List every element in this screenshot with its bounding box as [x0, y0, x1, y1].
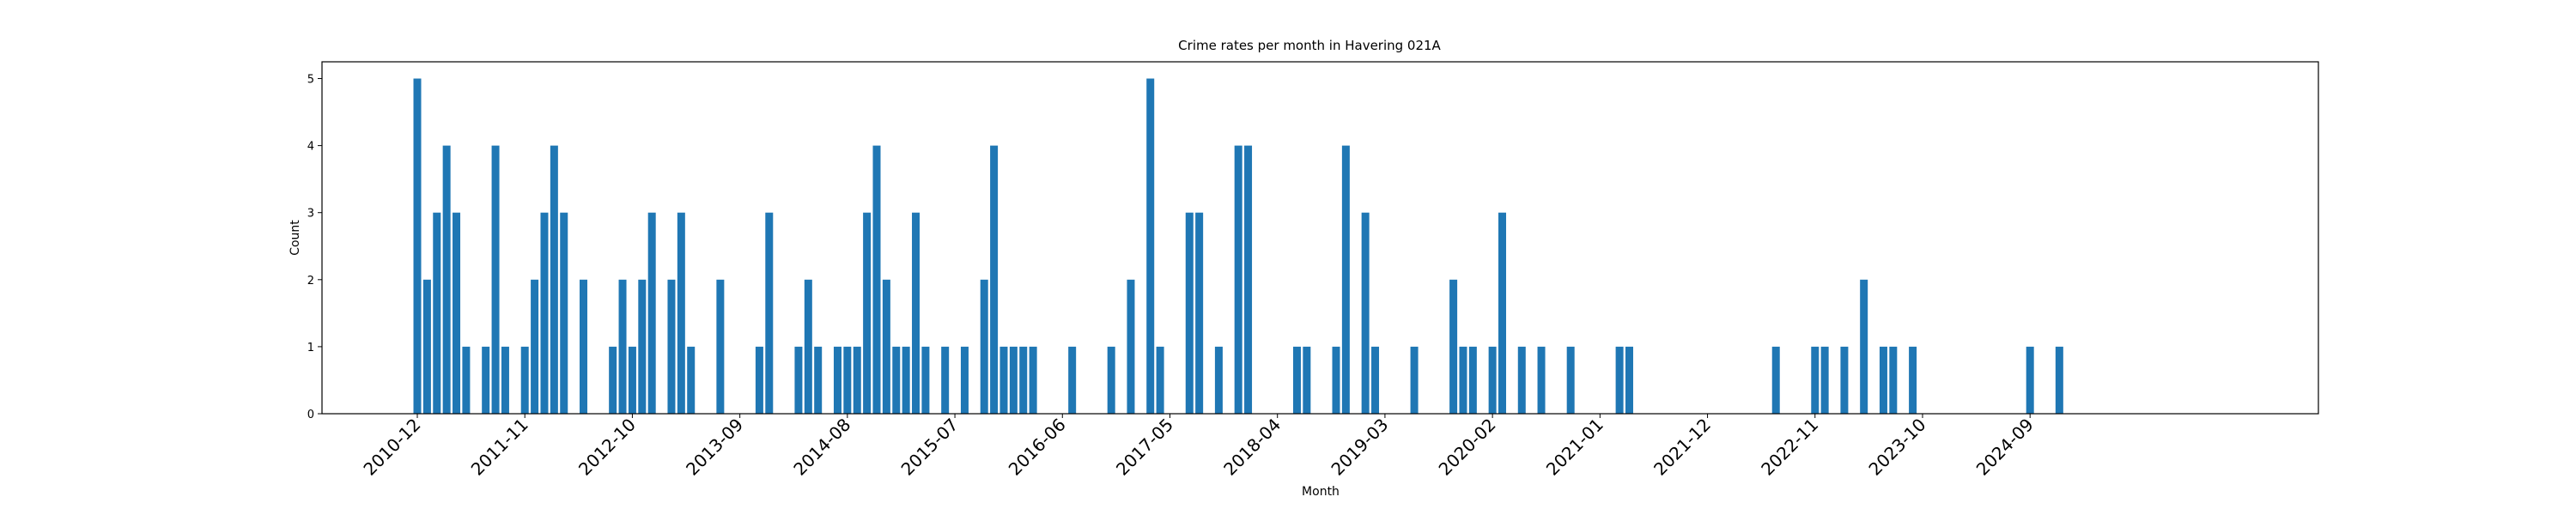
y-axis: 0 1 2 3 4 5 — [307, 74, 322, 421]
bar-2013-12 — [765, 212, 774, 414]
bar-2018-01 — [1244, 145, 1253, 414]
bar-2013-04 — [687, 346, 696, 414]
bar-2023-06 — [1879, 346, 1887, 414]
bar-2023-09 — [1909, 346, 1917, 414]
bar-2011-07 — [482, 346, 490, 414]
bar-2012-10 — [628, 346, 636, 414]
y-tick-label: 5 — [307, 74, 314, 87]
bar-2014-09 — [853, 346, 861, 414]
bar-2016-02 — [1019, 346, 1028, 414]
bar-2020-07 — [1537, 346, 1546, 414]
bar-2019-01 — [1361, 212, 1370, 414]
bar-2017-01 — [1127, 279, 1135, 414]
bar-2015-01 — [892, 346, 901, 414]
bar-2017-10 — [1214, 346, 1223, 414]
bar-2012-01 — [540, 212, 549, 414]
bars-group — [413, 78, 2063, 415]
bar-2014-04 — [804, 279, 812, 414]
bar-2016-01 — [1009, 346, 1018, 414]
bar-2012-12 — [647, 212, 656, 414]
bar-2016-11 — [1107, 346, 1115, 414]
bar-2024-12 — [2055, 346, 2063, 414]
bar-2023-04 — [1860, 279, 1868, 414]
bar-2023-02 — [1840, 346, 1849, 414]
bar-2019-10 — [1449, 279, 1458, 414]
bar-2018-11 — [1341, 145, 1350, 414]
bar-2015-02 — [902, 346, 910, 414]
bar-2013-07 — [716, 279, 725, 414]
bar-2020-03 — [1498, 212, 1507, 414]
chart-title: Crime rates per month in Havering 021A — [1178, 38, 1441, 53]
bar-2011-05 — [462, 346, 471, 414]
bar-2011-08 — [491, 145, 500, 414]
bar-2013-11 — [755, 346, 763, 414]
y-axis-title: Count — [289, 220, 302, 256]
bar-2017-04 — [1156, 346, 1164, 414]
bar-2015-10 — [980, 279, 988, 414]
bar-2013-03 — [677, 212, 685, 414]
bar-2012-08 — [609, 346, 617, 414]
y-tick-label: 2 — [307, 275, 314, 288]
bar-2016-03 — [1029, 346, 1037, 414]
bar-2024-09 — [2026, 346, 2034, 414]
bar-2022-11 — [1811, 346, 1820, 414]
bar-2022-12 — [1820, 346, 1829, 414]
bar-2011-09 — [501, 346, 509, 414]
plot-frame — [321, 61, 2319, 415]
bar-2014-05 — [814, 346, 823, 414]
bar-2011-01 — [422, 279, 431, 414]
bar-2014-03 — [794, 346, 803, 414]
bar-2020-02 — [1488, 346, 1497, 414]
bar-2014-08 — [843, 346, 852, 414]
bar-2014-11 — [872, 145, 881, 414]
bar-2015-04 — [921, 346, 930, 414]
bar-2015-08 — [960, 346, 969, 414]
bar-2011-02 — [433, 212, 441, 414]
bar-2015-03 — [912, 212, 920, 414]
bar-2014-12 — [882, 279, 890, 414]
bar-2011-04 — [453, 212, 461, 414]
y-tick-label: 4 — [307, 141, 314, 154]
y-tick-label: 0 — [307, 409, 314, 421]
bar-2021-03 — [1615, 346, 1624, 414]
bar-2015-06 — [941, 346, 950, 414]
x-axis-title: Month — [1302, 485, 1340, 499]
bar-2017-08 — [1195, 212, 1204, 414]
bar-2011-11 — [520, 346, 529, 414]
bar-2012-11 — [638, 279, 647, 414]
bar-2023-07 — [1889, 346, 1898, 414]
bar-2011-03 — [442, 145, 451, 414]
y-tick-label: 1 — [307, 342, 314, 354]
bar-2013-02 — [667, 279, 676, 414]
bar-2012-03 — [560, 212, 568, 414]
bar-2018-07 — [1303, 346, 1311, 414]
bar-2020-10 — [1566, 346, 1575, 414]
bar-2018-06 — [1292, 346, 1301, 414]
bar-2014-10 — [863, 212, 872, 414]
bar-2019-02 — [1371, 346, 1380, 414]
bar-2020-05 — [1517, 346, 1526, 414]
bar-2018-10 — [1332, 346, 1340, 414]
bar-2011-12 — [531, 279, 539, 414]
bar-2015-12 — [999, 346, 1008, 414]
bar-2016-07 — [1068, 346, 1077, 414]
bar-2017-12 — [1234, 145, 1242, 414]
bar-2017-03 — [1146, 78, 1155, 415]
bar-2010-12 — [413, 78, 422, 415]
bar-2015-11 — [990, 145, 999, 414]
bar-2019-11 — [1459, 346, 1467, 414]
bar-2019-06 — [1410, 346, 1419, 414]
y-tick-label: 3 — [307, 208, 314, 221]
bar-2022-07 — [1771, 346, 1780, 414]
bar-2014-07 — [833, 346, 841, 414]
bar-2012-09 — [618, 279, 627, 414]
bar-2012-02 — [550, 145, 558, 414]
bar-2017-07 — [1185, 212, 1194, 414]
bar-2021-04 — [1625, 346, 1633, 414]
bar-2012-05 — [580, 279, 588, 414]
bar-2019-12 — [1468, 346, 1477, 414]
